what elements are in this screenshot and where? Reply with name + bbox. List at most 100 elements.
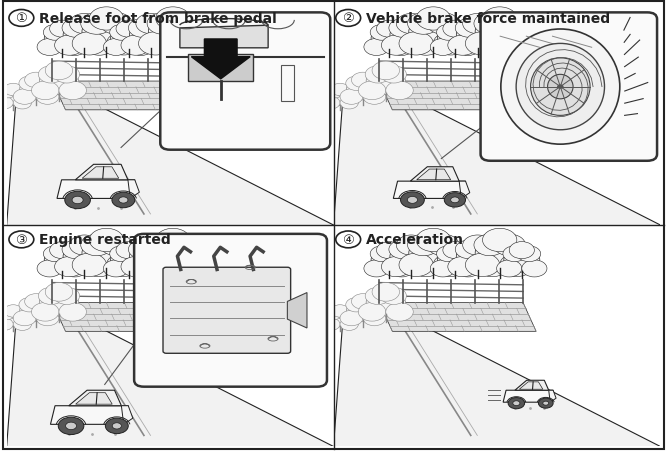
Circle shape (503, 25, 526, 41)
Polygon shape (82, 167, 119, 179)
Circle shape (437, 246, 460, 262)
Circle shape (359, 77, 380, 91)
Circle shape (434, 253, 468, 277)
Circle shape (100, 235, 132, 256)
Circle shape (100, 14, 132, 35)
Circle shape (337, 308, 354, 320)
Circle shape (62, 240, 89, 259)
Circle shape (121, 36, 151, 56)
Circle shape (65, 192, 91, 209)
Circle shape (509, 21, 534, 38)
Circle shape (111, 248, 147, 272)
Circle shape (36, 311, 59, 326)
Circle shape (390, 243, 432, 272)
Circle shape (463, 14, 492, 35)
Circle shape (411, 257, 441, 277)
Circle shape (340, 318, 358, 331)
Circle shape (443, 242, 468, 259)
Circle shape (54, 67, 79, 84)
Circle shape (385, 246, 408, 262)
Circle shape (55, 257, 84, 277)
Circle shape (25, 73, 47, 88)
Circle shape (103, 260, 129, 277)
Circle shape (155, 8, 190, 31)
Circle shape (482, 229, 517, 252)
Circle shape (176, 25, 199, 41)
Circle shape (518, 25, 541, 41)
Polygon shape (53, 82, 209, 110)
Circle shape (55, 36, 84, 56)
Circle shape (39, 67, 64, 84)
Circle shape (72, 253, 107, 277)
Circle shape (376, 242, 402, 259)
Circle shape (448, 257, 478, 277)
Circle shape (112, 423, 121, 429)
Circle shape (39, 290, 79, 316)
Circle shape (408, 197, 418, 204)
Circle shape (69, 235, 99, 256)
FancyArrow shape (191, 40, 250, 80)
Circle shape (444, 193, 466, 207)
Circle shape (107, 32, 141, 56)
Circle shape (331, 84, 350, 97)
Circle shape (472, 240, 500, 259)
Ellipse shape (516, 44, 604, 130)
Circle shape (456, 19, 483, 38)
Circle shape (151, 36, 181, 56)
Circle shape (182, 242, 207, 259)
Circle shape (13, 311, 36, 326)
Circle shape (59, 303, 87, 322)
Circle shape (472, 19, 500, 38)
Circle shape (478, 257, 508, 277)
Circle shape (370, 246, 394, 262)
Circle shape (352, 73, 374, 88)
Circle shape (381, 288, 406, 305)
Circle shape (124, 246, 147, 262)
Circle shape (500, 32, 534, 56)
Circle shape (147, 235, 179, 256)
Polygon shape (57, 180, 135, 199)
Circle shape (427, 14, 459, 35)
Circle shape (366, 288, 391, 305)
Circle shape (389, 39, 414, 56)
Circle shape (456, 39, 481, 56)
Polygon shape (287, 293, 307, 328)
Circle shape (371, 248, 407, 272)
FancyBboxPatch shape (480, 14, 657, 161)
Polygon shape (380, 82, 536, 110)
Circle shape (478, 36, 508, 56)
Circle shape (327, 309, 353, 327)
Circle shape (37, 260, 62, 277)
Circle shape (19, 298, 40, 312)
Circle shape (494, 235, 526, 256)
Circle shape (438, 248, 474, 272)
Circle shape (13, 97, 31, 110)
Circle shape (427, 235, 459, 256)
Circle shape (20, 299, 53, 322)
Circle shape (396, 14, 426, 35)
Circle shape (121, 257, 151, 277)
Circle shape (408, 14, 440, 35)
Circle shape (49, 21, 75, 38)
Circle shape (58, 246, 81, 262)
Circle shape (170, 260, 195, 277)
Circle shape (372, 62, 400, 81)
Circle shape (84, 36, 114, 56)
Circle shape (13, 90, 36, 105)
Circle shape (170, 39, 195, 56)
Circle shape (370, 25, 394, 41)
Circle shape (359, 298, 380, 312)
Circle shape (4, 84, 23, 97)
Circle shape (416, 8, 450, 31)
Polygon shape (334, 93, 660, 226)
Circle shape (409, 237, 458, 270)
Circle shape (538, 398, 553, 408)
Circle shape (45, 283, 73, 302)
FancyBboxPatch shape (134, 235, 327, 387)
Circle shape (44, 248, 80, 272)
Circle shape (347, 78, 380, 101)
Circle shape (430, 39, 456, 56)
Circle shape (340, 311, 363, 326)
Text: ②: ② (342, 12, 354, 25)
Circle shape (177, 27, 213, 51)
